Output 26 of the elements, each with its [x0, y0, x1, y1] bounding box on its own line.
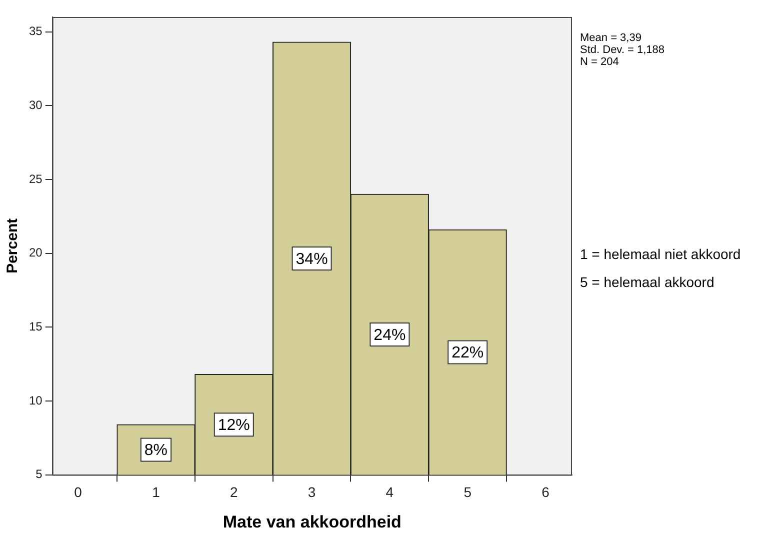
- x-axis-title: Mate van akkoordheid: [222, 512, 402, 532]
- y-tick-label: 30: [28, 98, 43, 112]
- data-label: 12%: [218, 416, 250, 434]
- y-tick-label: 10: [28, 393, 43, 408]
- y-tick-label: 35: [28, 24, 43, 38]
- data-label: 22%: [452, 344, 484, 362]
- text: 5 = helemaal akkoord: [580, 274, 714, 290]
- x-tick-label: 6: [542, 484, 550, 500]
- y-tick-label: 20: [28, 246, 43, 260]
- text: N = 204: [580, 56, 619, 68]
- y-tick-label: 15: [28, 319, 43, 334]
- y-tick-label: 5: [36, 467, 43, 482]
- data-label: 34%: [296, 250, 328, 268]
- text: Std. Dev. = 1,188: [580, 44, 664, 56]
- data-label: 8%: [144, 442, 168, 460]
- x-tick-label: 5: [464, 484, 472, 500]
- y-axis-title: Percent: [4, 218, 22, 274]
- x-tick-label: 3: [308, 484, 316, 500]
- x-tick-label: 0: [74, 484, 82, 500]
- x-tick-label: 1: [152, 484, 160, 500]
- x-tick-label: 2: [230, 484, 238, 500]
- text: Mean = 3,39: [580, 32, 642, 44]
- x-tick-label: 4: [386, 484, 394, 500]
- y-tick-label: 25: [28, 172, 43, 186]
- data-label: 24%: [374, 326, 406, 344]
- text: 1 = helemaal niet akkoord: [580, 246, 741, 262]
